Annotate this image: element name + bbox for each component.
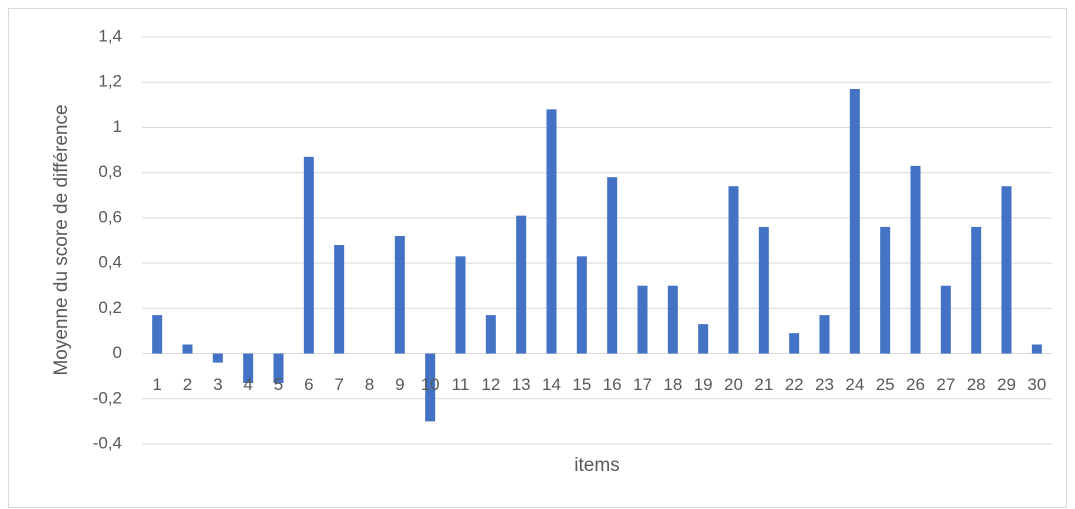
bar	[243, 353, 254, 383]
bar	[789, 333, 800, 354]
x-axis-title: items	[574, 455, 619, 476]
y-tick-label: 0,8	[98, 162, 122, 181]
x-tick-label: 9	[395, 375, 404, 394]
bar	[698, 324, 709, 354]
x-tick-label: 2	[183, 375, 192, 394]
y-tick-label: 1,4	[98, 26, 122, 45]
x-tick-label: 16	[603, 375, 622, 394]
bar	[516, 215, 527, 354]
y-axis-title: Moyenne du score de différence	[51, 104, 72, 375]
x-tick-label: 14	[542, 375, 561, 394]
bar	[425, 353, 436, 422]
bar	[152, 315, 163, 354]
x-tick-label: 11	[452, 375, 470, 394]
x-tick-label: 12	[481, 375, 500, 394]
y-tick-label: 1,2	[98, 72, 122, 91]
bar	[273, 353, 284, 383]
bar	[880, 226, 891, 354]
bar	[667, 285, 678, 354]
x-tick-label: 18	[663, 375, 682, 394]
x-tick-label: 27	[936, 375, 955, 394]
bar	[910, 165, 921, 354]
bar	[576, 256, 587, 354]
x-tick-label: 8	[365, 375, 374, 394]
y-tick-label: -0,4	[93, 433, 122, 452]
y-tick-label: 0,4	[98, 253, 122, 272]
x-tick-label: 22	[785, 375, 804, 394]
x-tick-label: 21	[754, 375, 773, 394]
bar	[607, 177, 618, 354]
x-tick-label: 29	[997, 375, 1016, 394]
bar	[334, 245, 345, 354]
x-tick-label: 23	[815, 375, 834, 394]
y-tick-label: 0,6	[98, 207, 122, 226]
x-tick-label: 4	[243, 375, 252, 394]
bar	[728, 186, 739, 354]
y-tick-label: -0,2	[93, 388, 122, 407]
bar	[637, 285, 648, 354]
x-tick-label: 25	[876, 375, 895, 394]
x-tick-label: 28	[967, 375, 986, 394]
bar	[971, 226, 982, 354]
x-tick-label: 15	[572, 375, 591, 394]
x-tick-label: 26	[906, 375, 925, 394]
x-tick-label: 10	[421, 375, 440, 394]
bar	[212, 353, 223, 363]
x-tick-label: 30	[1027, 375, 1046, 394]
x-tick-label: 19	[694, 375, 713, 394]
bar	[849, 89, 860, 354]
x-tick-label: 1	[152, 375, 161, 394]
y-tick-label: 0,2	[98, 298, 122, 317]
bar	[394, 235, 405, 354]
x-tick-label: 6	[304, 375, 313, 394]
y-tick-label: 1	[113, 117, 122, 136]
x-tick-label: 13	[512, 375, 531, 394]
y-tick-label: 0	[113, 343, 122, 362]
bar	[546, 109, 557, 354]
bar	[819, 315, 830, 354]
bar	[940, 285, 951, 354]
x-tick-label: 20	[724, 375, 743, 394]
x-tick-label: 5	[274, 375, 283, 394]
bar	[1001, 186, 1012, 354]
bar	[1031, 344, 1042, 354]
x-tick-label: 3	[213, 375, 222, 394]
x-tick-label: 17	[633, 375, 652, 394]
x-tick-label: 7	[334, 375, 343, 394]
chart-border	[8, 8, 1067, 508]
bar	[182, 344, 193, 354]
bar	[303, 156, 314, 354]
x-tick-label: 24	[845, 375, 864, 394]
bar	[758, 226, 769, 354]
bar	[485, 315, 496, 354]
bar	[455, 256, 466, 354]
